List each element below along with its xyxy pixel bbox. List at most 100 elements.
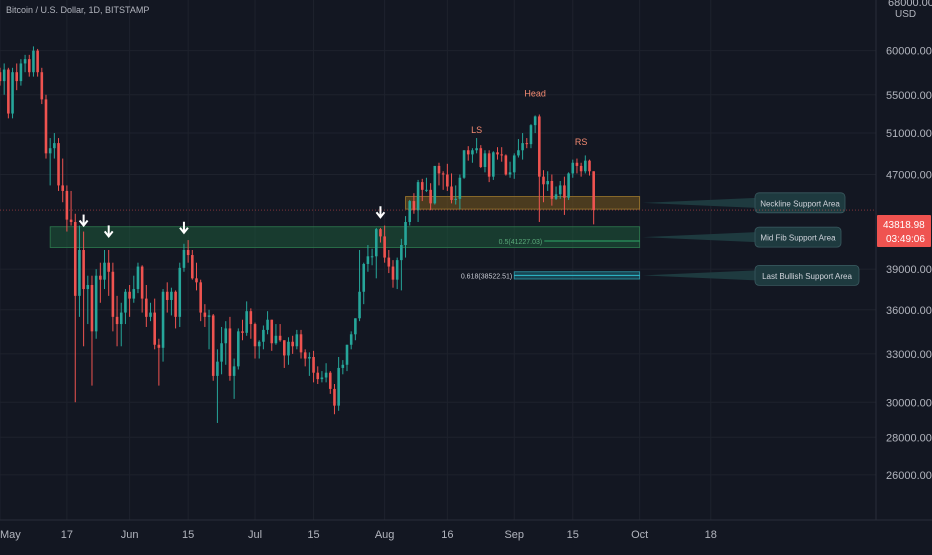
candle [374, 227, 378, 279]
candle-body [358, 291, 361, 319]
candle-body [78, 250, 81, 296]
candle [107, 250, 110, 296]
candle-body [86, 285, 90, 290]
candle-body [107, 262, 110, 272]
candle [316, 366, 320, 384]
candle-body [533, 116, 537, 126]
candle [262, 325, 265, 350]
candle-body [36, 50, 39, 73]
candle-body [199, 282, 202, 313]
price-tick-label: 26000.00 [886, 470, 932, 482]
candle [475, 138, 478, 154]
candle [521, 133, 524, 160]
candle-body [391, 266, 395, 280]
candle-body [496, 152, 499, 155]
candle [182, 243, 186, 272]
candle-body [579, 165, 583, 172]
price-tick-label: 60000.00 [886, 46, 932, 58]
candle-body [119, 312, 123, 325]
candle-body [588, 160, 591, 172]
candle-body [324, 372, 328, 378]
candle [462, 150, 466, 179]
candle [53, 133, 56, 159]
candle [207, 309, 211, 350]
candle-body [99, 275, 102, 280]
candle-body [592, 171, 595, 211]
candle [44, 94, 48, 159]
candle [295, 329, 299, 350]
candle-body [186, 250, 190, 256]
candle [178, 262, 182, 327]
candle [341, 360, 345, 375]
candle [48, 138, 52, 186]
candle [140, 265, 144, 313]
candle-body [345, 344, 349, 365]
candle-body [487, 153, 491, 177]
pattern-label-head: Head [524, 89, 546, 99]
candle [370, 248, 374, 266]
candle [538, 114, 541, 222]
candle-body [136, 266, 140, 290]
time-tick-label: 18 [705, 529, 717, 541]
candle-body [140, 266, 144, 299]
candle [492, 151, 495, 180]
candle-body [571, 162, 575, 174]
candle [103, 250, 106, 290]
candle-body [337, 367, 340, 406]
fib-level-label: 0.618(38522.51) [461, 273, 512, 280]
candle-body [575, 162, 579, 166]
candle [82, 231, 85, 347]
candle-body [220, 343, 223, 362]
candle-body [216, 361, 219, 376]
candle [504, 154, 508, 176]
candle-body [312, 356, 315, 373]
candle [165, 282, 169, 313]
candle [550, 174, 554, 206]
candle-body [19, 63, 23, 82]
candle [391, 260, 395, 288]
candle [270, 319, 274, 351]
price-tick-label: 33000.00 [886, 349, 932, 361]
time-tick-label: Sep [504, 529, 524, 541]
down-arrow-marker [78, 214, 89, 228]
candle-body [333, 388, 336, 406]
candle [429, 183, 432, 211]
arrow-head [78, 219, 89, 228]
time-tick-label: Jun [121, 529, 139, 541]
candle [119, 302, 123, 347]
candle [441, 171, 445, 190]
candle [529, 124, 533, 149]
price-axis-currency[interactable]: USD [895, 9, 916, 20]
candle [241, 319, 244, 341]
price-tick-label: 51000.00 [886, 128, 932, 140]
candle [404, 216, 407, 258]
candle [575, 158, 579, 174]
candle-body [508, 172, 512, 175]
candle [128, 285, 131, 317]
candle [558, 181, 562, 199]
price-tick-label: 55000.00 [886, 90, 932, 102]
candle [69, 190, 73, 226]
candle-body [492, 152, 495, 177]
candle-body [374, 229, 378, 257]
candle-body [395, 260, 399, 280]
candle [124, 289, 127, 325]
candle [446, 163, 449, 191]
candle [86, 275, 90, 325]
candle-body [433, 165, 437, 204]
candle [27, 54, 31, 77]
candle-body [446, 174, 449, 187]
candle [358, 250, 361, 322]
candle [525, 138, 529, 149]
time-tick-label: 15 [182, 529, 194, 541]
candle-body [400, 245, 403, 261]
pattern-label-ls: LS [471, 125, 482, 135]
candle-body [270, 319, 274, 344]
current-price-tag: 43818.98 03:49:06 [877, 215, 931, 247]
candle-body [462, 150, 466, 178]
candle-body [178, 267, 182, 317]
candle-body [7, 69, 10, 114]
candle-body [253, 324, 257, 347]
